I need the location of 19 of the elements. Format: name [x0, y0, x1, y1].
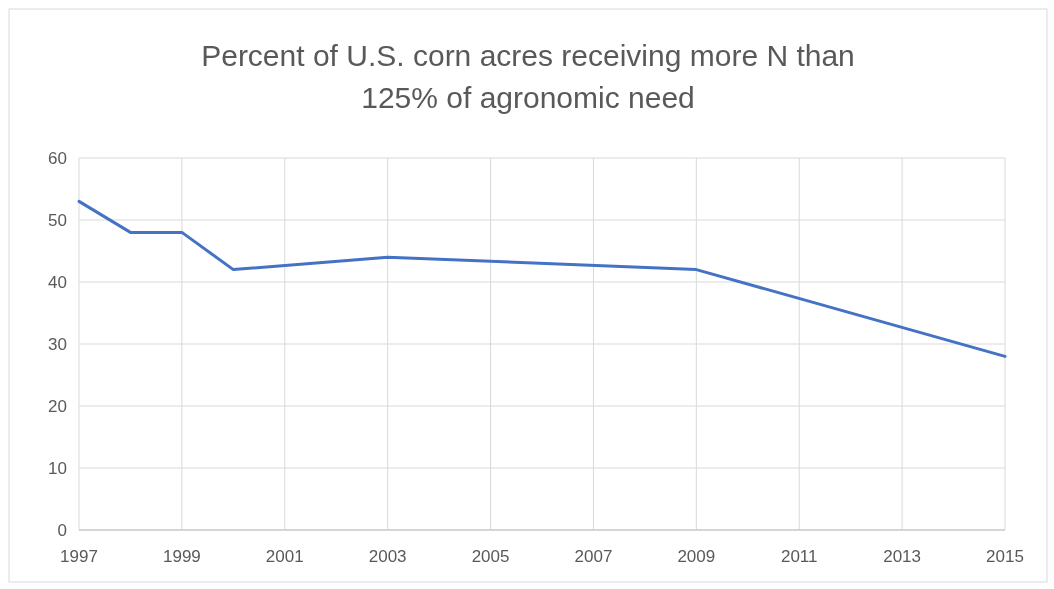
y-tick-label: 10	[48, 458, 67, 478]
line-series	[77, 199, 1007, 358]
x-tick-label: 2011	[780, 547, 818, 566]
y-tick-label: 0	[57, 520, 67, 540]
chart-title: Percent of U.S. corn acres receiving more N than 125% of agronomic need	[201, 39, 855, 114]
x-tick-label: 1999	[162, 547, 201, 566]
x-tick-label: 2015	[986, 547, 1024, 566]
x-tick-label: 2009	[677, 547, 716, 566]
y-tick-label: 30	[48, 334, 67, 354]
x-tick-label: 2007	[574, 547, 613, 566]
y-tick-label: 60	[48, 148, 67, 168]
x-tick-label: 1997	[60, 547, 98, 566]
x-tick-label: 2005	[471, 547, 510, 566]
y-tick-label: 20	[48, 396, 67, 416]
y-tick-label: 50	[48, 210, 67, 230]
x-tick-label: 2001	[265, 547, 304, 566]
x-tick-label: 2003	[368, 547, 407, 566]
x-tick-label: 2013	[883, 547, 922, 566]
y-tick-label: 40	[48, 272, 67, 292]
